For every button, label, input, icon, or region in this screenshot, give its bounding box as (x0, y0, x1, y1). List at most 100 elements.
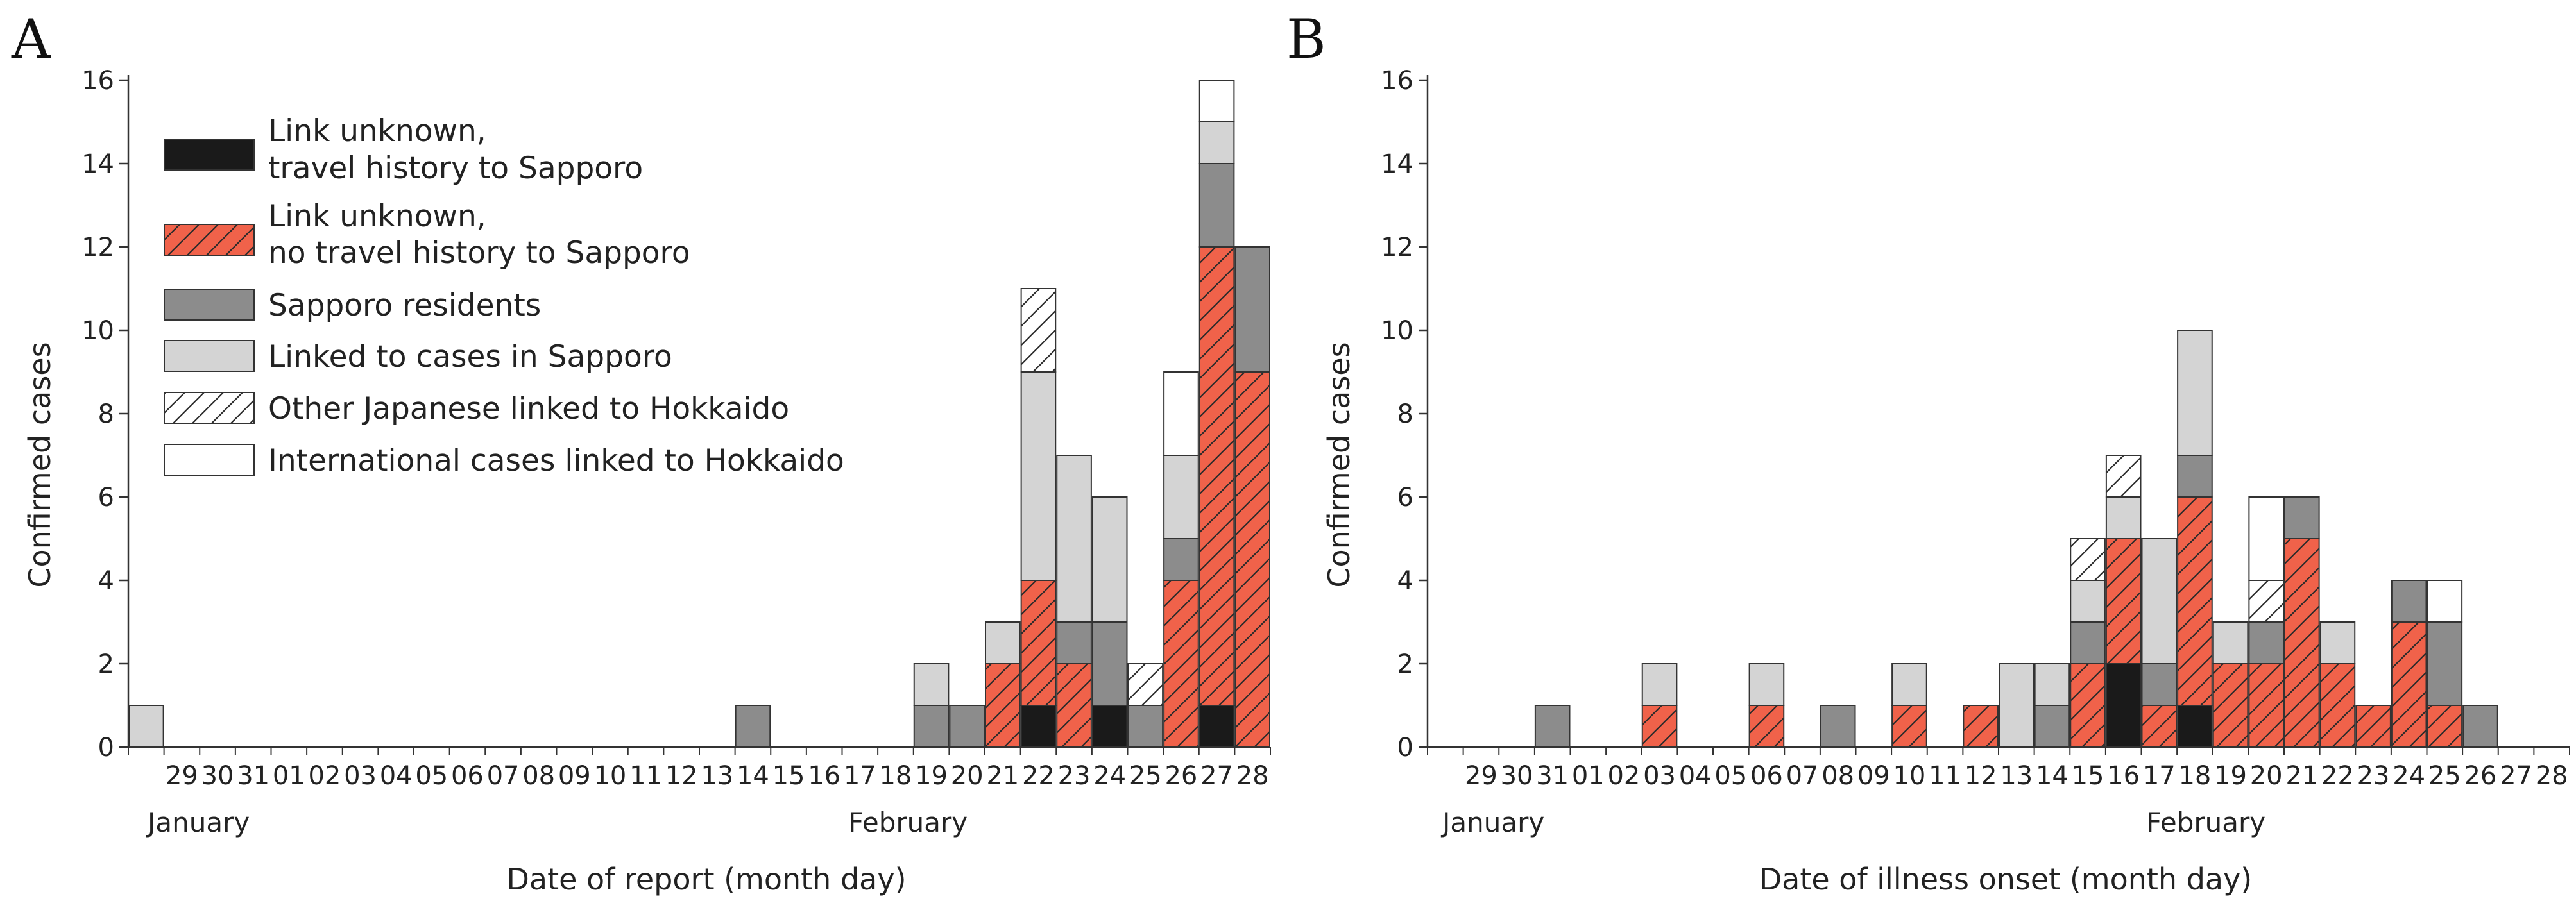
y-ticks-b: 0 2 4 6 8 10 12 14 16 (1381, 66, 1428, 762)
x-tick-label: 11 (629, 761, 662, 791)
x-tick-label: 26 (1164, 761, 1197, 791)
bar-segment-other-japanese (2248, 580, 2284, 623)
x-axis-label-b: Date of illness onset (month day) (1759, 862, 2253, 897)
axes-b (1426, 75, 2570, 748)
x-tick-label: 12 (1965, 761, 1997, 791)
x-tick-label: 25 (1129, 761, 1162, 791)
x-tick-label: 15 (2072, 761, 2104, 791)
bar-segment-sapporo-residents (1163, 538, 1199, 581)
legend-item-sapporo-residents: Sapporo residents (164, 288, 541, 323)
x-tick-label: 23 (2357, 761, 2390, 791)
bar-segment-linked-sapporo (985, 621, 1021, 664)
month-label-february-b: February (2146, 807, 2265, 838)
bar-segment-no-travel-sapporo (2105, 538, 2142, 664)
bar-segment-linked-sapporo (2212, 621, 2249, 664)
bar-segment-linked-sapporo (2105, 496, 2142, 539)
bar-segment-no-travel-sapporo (1641, 705, 1678, 748)
bar-segment-other-japanese (2105, 455, 2142, 498)
bar-segment-no-travel-sapporo (2248, 663, 2284, 748)
x-tick-label: 10 (1893, 761, 1925, 791)
legend-item-travel-sapporo: Link unknown, travel history to Sapporo (164, 114, 643, 186)
x-tick-label: 16 (808, 761, 840, 791)
bar-segment-linked-sapporo (128, 705, 164, 748)
bar-segment-other-japanese (1127, 663, 1164, 706)
bar-segment-no-travel-sapporo (2177, 496, 2213, 706)
x-tick-label: 05 (415, 761, 448, 791)
panel-letter-a: A (11, 8, 51, 71)
bar-segment-no-travel-sapporo (1234, 371, 1270, 748)
x-tick-label: 04 (380, 761, 413, 791)
x-tick-label: 02 (308, 761, 341, 791)
x-tick-label: 30 (201, 761, 234, 791)
bar-segment-linked-sapporo (1748, 663, 1785, 706)
x-tick-label: 08 (522, 761, 555, 791)
bar-segment-other-japanese (2070, 538, 2106, 581)
bar-segment-no-travel-sapporo (2427, 705, 2463, 748)
x-tick-label: 19 (915, 761, 948, 791)
x-tick-label: 27 (1200, 761, 1233, 791)
x-tick-label: 24 (1093, 761, 1126, 791)
bar-segment-sapporo-residents (913, 705, 950, 748)
y-tick-label: 12 (1381, 233, 1413, 262)
x-tick-label: 07 (487, 761, 520, 791)
bar-segment-linked-sapporo (2034, 663, 2070, 706)
bar-segment-no-travel-sapporo (1748, 705, 1785, 748)
x-tick-label: 14 (737, 761, 769, 791)
x-tick-label: 19 (2214, 761, 2247, 791)
legend-label: no travel history to Sapporo (268, 235, 690, 271)
legend-label: Link unknown, (268, 199, 486, 234)
bar-segment-travel-sapporo (1020, 705, 1057, 748)
y-tick-label: 10 (1381, 316, 1413, 346)
x-tick-label: 28 (1236, 761, 1269, 791)
x-tick-label: 15 (772, 761, 805, 791)
x-tick-label: 22 (1022, 761, 1055, 791)
bar-segment-no-travel-sapporo (1020, 580, 1057, 706)
y-tick-label: 0 (98, 733, 114, 762)
bar-segment-linked-sapporo (1641, 663, 1678, 706)
bars-a (128, 80, 1270, 748)
bar-segment-linked-sapporo (913, 663, 950, 706)
y-tick-label: 8 (98, 400, 114, 429)
bar-segment-international (2248, 496, 2284, 581)
month-label-january-a: January (146, 807, 250, 838)
y-axis-label-a: Confirmed cases (22, 342, 57, 587)
legend-swatch-white-hatch (164, 392, 255, 424)
x-tick-label: 31 (237, 761, 269, 791)
bar-segment-sapporo-residents (1127, 705, 1164, 748)
x-tick-label: 30 (1501, 761, 1533, 791)
bar-segment-no-travel-sapporo (1056, 663, 1092, 748)
x-tick-label: 25 (2428, 761, 2461, 791)
bar-segment-sapporo-residents (2070, 621, 2106, 664)
legend-item-no-travel-sapporo: Link unknown, no travel history to Sappo… (164, 199, 690, 271)
bar-segment-no-travel-sapporo (2284, 538, 2320, 748)
y-tick-label: 2 (98, 650, 114, 679)
legend-label: Sapporo residents (268, 288, 541, 323)
x-tick-label: 02 (1607, 761, 1640, 791)
x-tick-label: 29 (166, 761, 198, 791)
y-axis-label-b: Confirmed cases (1322, 342, 1356, 587)
bar-segment-no-travel-sapporo (985, 663, 1021, 748)
bar-segment-sapporo-residents (2427, 621, 2463, 706)
x-tick-label: 31 (1536, 761, 1569, 791)
bar-segment-sapporo-residents (2034, 705, 2070, 748)
y-tick-label: 4 (98, 566, 114, 596)
y-tick-label: 2 (1397, 650, 1413, 679)
x-tick-label: 24 (2393, 761, 2425, 791)
x-tick-label: 27 (2500, 761, 2532, 791)
y-tick-label: 16 (1381, 66, 1413, 96)
bar-segment-linked-sapporo (2141, 538, 2178, 664)
bar-segment-no-travel-sapporo (1163, 580, 1199, 748)
bar-segment-international (1198, 80, 1235, 122)
legend-label: Link unknown, (268, 114, 486, 149)
x-tick-label: 22 (2321, 761, 2354, 791)
x-tick-label: 28 (2536, 761, 2568, 791)
x-tick-label: 05 (1714, 761, 1747, 791)
bars-b (1534, 330, 2498, 748)
y-tick-label: 6 (98, 483, 114, 512)
x-tick-label: 21 (986, 761, 1019, 791)
bar-segment-no-travel-sapporo (2355, 705, 2391, 748)
x-tick-label: 18 (879, 761, 912, 791)
